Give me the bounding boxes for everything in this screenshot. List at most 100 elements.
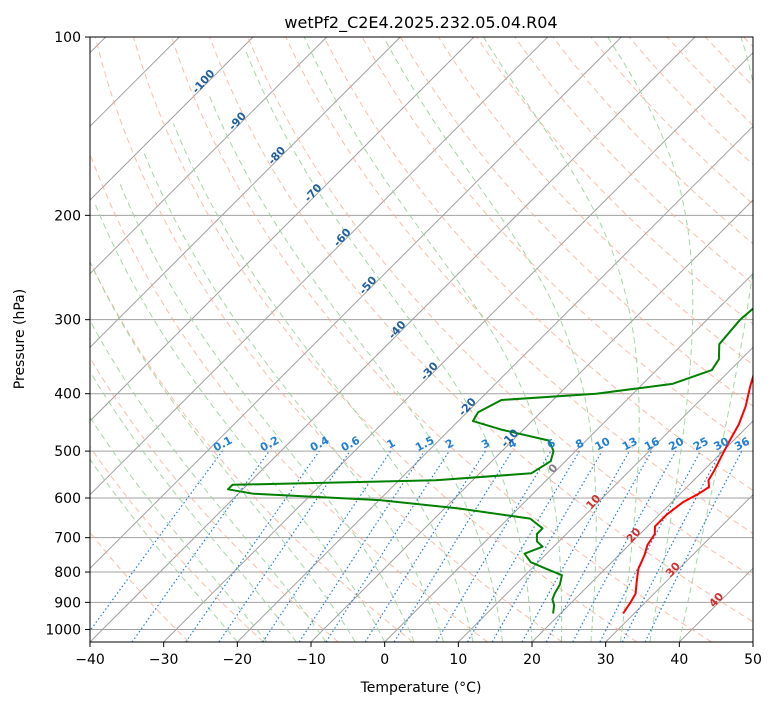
mixing-ratio-lines: [90, 450, 743, 642]
dry-adiabat-label: -40: [386, 318, 409, 342]
dry-adiabat-label: 30: [663, 559, 683, 579]
dry-adiabat-line: [247, 37, 753, 578]
dry-adiabat-line: [743, 37, 753, 48]
dry-adiabat-label: -90: [226, 109, 249, 133]
dry-adiabat-label: -80: [265, 144, 288, 168]
dry-adiabat-line: [90, 356, 339, 642]
temperature-line: [622, 373, 753, 615]
mixing-ratio-line: [644, 450, 743, 642]
dry-adiabat-line: [476, 37, 753, 325]
y-tick-label: 1000: [45, 622, 81, 638]
y-tick-label: 300: [54, 313, 81, 329]
isotherm-line: [752, 641, 753, 642]
x-tick-label: −20: [223, 652, 253, 668]
mixing-ratio-line: [521, 450, 631, 642]
isotherm-line: [90, 37, 622, 570]
dry-adiabat-line: [323, 37, 753, 491]
dry-adiabat-line: [209, 37, 753, 623]
moist-adiabat-line: [303, 37, 563, 642]
mixing-ratio-line: [298, 450, 425, 642]
x-tick-label: 40: [670, 652, 688, 668]
mixing-ratio-label: 1: [385, 436, 398, 451]
y-tick-label: 100: [54, 30, 81, 46]
y-axis-label: Pressure (hPa): [12, 289, 28, 389]
x-tick-label: 10: [449, 652, 467, 668]
profile-series: [227, 307, 753, 615]
x-tick-label: −40: [75, 652, 105, 668]
dry-adiabat-line: [90, 152, 488, 642]
dry-adiabat-label: -100: [189, 67, 217, 96]
y-tick-label: 900: [54, 595, 81, 611]
dry-adiabat-line: [90, 531, 190, 642]
x-axis-ticks: −40 −30 −20 −10 0 10 20 30 40 50: [75, 642, 762, 668]
moist-adiabat-line: [118, 180, 415, 642]
dry-adiabat-line: [90, 260, 414, 642]
dry-adiabat-line: [666, 37, 753, 126]
isotherm-line: [236, 125, 753, 642]
dry-adiabat-label: 40: [706, 590, 726, 610]
isotherm-line: [90, 37, 254, 201]
dry-adiabat-label: -60: [331, 226, 354, 250]
isotherm-line: [457, 346, 753, 642]
isotherm-line: [90, 37, 696, 642]
moist-adiabat-line: [93, 201, 386, 642]
mixing-ratio-line: [393, 450, 513, 642]
mixing-ratio-line: [131, 450, 270, 642]
isotherm-line: [163, 51, 753, 642]
isotherm-line: [605, 493, 753, 642]
y-tick-label: 400: [54, 387, 81, 403]
y-tick-label: 800: [54, 565, 81, 581]
isotherm-line: [90, 37, 401, 349]
moist-adiabat-line: [607, 37, 694, 642]
mixing-ratio-label: 20: [666, 435, 686, 454]
mixing-ratio-line: [572, 450, 677, 642]
x-tick-label: 30: [597, 652, 615, 668]
dry-adiabat-line: [132, 37, 638, 642]
moist-adiabat-line: [678, 37, 753, 642]
mixing-ratio-label: 6: [545, 436, 558, 451]
mixing-ratio-line: [218, 450, 351, 642]
y-tick-label: 500: [54, 444, 81, 460]
chart-title: wetPf2_C2E4.2025.232.05.04.R04: [284, 13, 557, 33]
x-tick-label: 20: [523, 652, 541, 668]
moist-adiabat-line: [90, 319, 327, 642]
mixing-ratio-label: 3: [479, 436, 492, 451]
y-tick-label: 700: [54, 531, 81, 547]
dry-adiabat-label: 10: [583, 492, 603, 512]
moist-adiabat-line: [482, 37, 640, 642]
dry-adiabat-line: [552, 37, 753, 245]
mixing-ratio-line: [545, 450, 653, 642]
mixing-ratio-label: 10: [593, 435, 613, 454]
isotherm-grid: [90, 37, 753, 642]
isotherm-line: [384, 272, 753, 642]
dry-adiabat-line: [590, 37, 753, 205]
dry-adiabats: [90, 37, 753, 642]
y-axis-ticks: 100 200 300 400 500 600 700 800 900 1000: [45, 30, 90, 638]
dry-adiabat-line: [704, 37, 753, 87]
mixing-ratio-line: [262, 450, 392, 642]
reference-line-labels: 0.1 0.2 0.4 0.6 1 1.5 2 3 4 6 8 10 13 16 20 25 30 36-100-…: [189, 67, 752, 610]
dry-adiabat-line: [285, 37, 753, 535]
dry-adiabat-line: [514, 37, 753, 285]
plot-frame: [89, 36, 754, 643]
moist-adiabat-line: [90, 370, 297, 642]
mixing-ratio-line: [325, 450, 450, 642]
x-tick-label: −10: [296, 652, 326, 668]
x-tick-label: 0: [380, 652, 389, 668]
moist-adiabat-line: [90, 458, 238, 642]
y-tick-label: 600: [54, 491, 81, 507]
mixing-ratio-line: [90, 450, 223, 632]
mixing-ratio-label: 16: [642, 435, 662, 454]
isotherm-line: [90, 37, 549, 496]
mixing-ratio-label: 8: [573, 436, 586, 451]
plot-area: 0.1 0.2 0.4 0.6 1 1.5 2 3 4 6 8 10 13 16 20 25 30 36-100-…: [90, 37, 753, 642]
isotherm-line: [531, 420, 753, 642]
moist-adiabat-line: [383, 37, 597, 642]
y-tick-label: 200: [54, 208, 81, 224]
mixing-ratio-label: 13: [620, 435, 640, 454]
isotherm-line: [90, 37, 328, 275]
isotherm-line: [90, 37, 475, 422]
x-axis-label: Temperature (°C): [360, 680, 482, 696]
dry-adiabat-line: [90, 446, 264, 642]
